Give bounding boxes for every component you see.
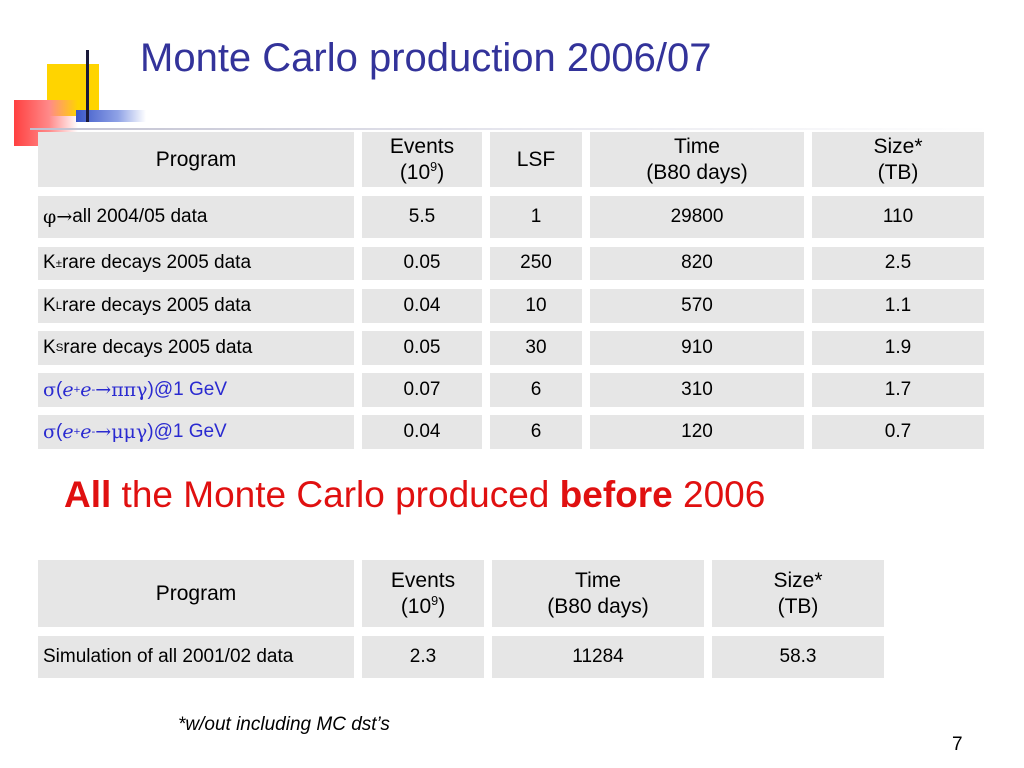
- t1-row-4-size: 1.7: [812, 373, 984, 407]
- t1-header-size: Size* (TB): [812, 132, 984, 187]
- t1-row-2-time: 570: [590, 289, 804, 323]
- t1-header-time: Time (B80 days): [590, 132, 804, 187]
- t1-row-3-events: 0.05: [362, 331, 482, 365]
- t1-row-5-size: 0.7: [812, 415, 984, 449]
- t1-row-0-lsf: 1: [490, 196, 582, 238]
- page-number: 7: [952, 734, 963, 755]
- title-underline: [30, 128, 990, 130]
- t1-row-3-time: 910: [590, 331, 804, 365]
- t1-row-5-time: 120: [590, 415, 804, 449]
- t1-row-4-program: σ(e + e - → ππγ) @1 GeV: [38, 373, 354, 407]
- t2-header-size: Size* (TB): [712, 560, 884, 627]
- t1-row-1-program: K ± rare decays 2005 data: [38, 247, 354, 280]
- t2-header-events: Events (109): [362, 560, 484, 627]
- t1-row-0-events: 5.5: [362, 196, 482, 238]
- t1-row-2-size: 1.1: [812, 289, 984, 323]
- t1-row-2-events: 0.04: [362, 289, 482, 323]
- t1-row-1-events: 0.05: [362, 247, 482, 280]
- t2-row-0-time: 11284: [492, 636, 704, 678]
- slide-title: Monte Carlo production 2006/07: [140, 36, 712, 80]
- t2-row-0-events: 2.3: [362, 636, 484, 678]
- t1-row-4-time: 310: [590, 373, 804, 407]
- logo-vertical-line: [86, 50, 89, 122]
- t1-row-5-lsf: 6: [490, 415, 582, 449]
- t1-row-3-lsf: 30: [490, 331, 582, 365]
- t1-header-events: Events (109): [362, 132, 482, 187]
- t1-row-0-size: 110: [812, 196, 984, 238]
- t1-row-5-program: σ(e + e - → μμγ) @1 GeV: [38, 415, 354, 449]
- t1-row-4-lsf: 6: [490, 373, 582, 407]
- t1-row-0-program: φ → all 2004/05 data: [38, 196, 354, 238]
- t2-header-time: Time (B80 days): [492, 560, 704, 627]
- t1-header-lsf: LSF: [490, 132, 582, 187]
- t1-row-3-size: 1.9: [812, 331, 984, 365]
- t1-row-1-size: 2.5: [812, 247, 984, 280]
- logo-blue-bar: [76, 110, 146, 122]
- t1-row-1-time: 820: [590, 247, 804, 280]
- t1-row-5-events: 0.04: [362, 415, 482, 449]
- footnote: *w/out including MC dst’s: [178, 714, 390, 735]
- t2-row-0-program: Simulation of all 2001/02 data: [38, 636, 354, 678]
- t1-header-program: Program: [38, 132, 354, 187]
- t1-row-2-lsf: 10: [490, 289, 582, 323]
- t1-row-4-events: 0.07: [362, 373, 482, 407]
- t2-row-0-size: 58.3: [712, 636, 884, 678]
- t2-header-program: Program: [38, 560, 354, 627]
- t1-row-0-time: 29800: [590, 196, 804, 238]
- t1-row-1-lsf: 250: [490, 247, 582, 280]
- headline: All the Monte Carlo produced before 2006: [64, 474, 766, 515]
